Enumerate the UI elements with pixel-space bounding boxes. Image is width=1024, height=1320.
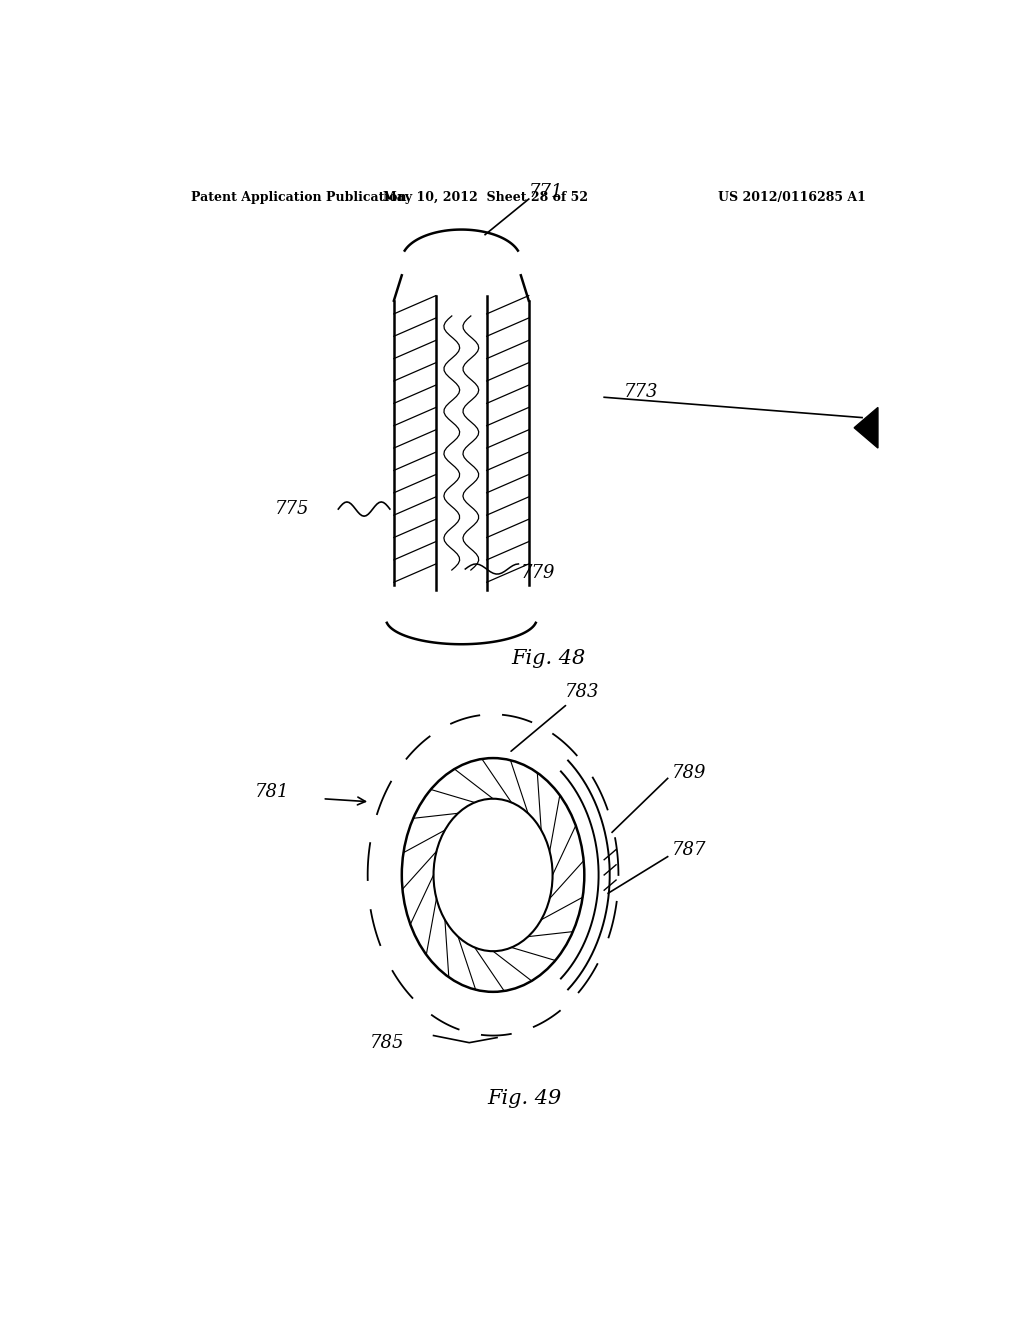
Text: Fig. 48: Fig. 48 bbox=[511, 649, 586, 668]
Text: Fig. 49: Fig. 49 bbox=[487, 1089, 562, 1107]
Text: 787: 787 bbox=[672, 841, 707, 858]
Text: 783: 783 bbox=[511, 682, 599, 751]
Text: US 2012/0116285 A1: US 2012/0116285 A1 bbox=[718, 191, 866, 203]
Text: 775: 775 bbox=[274, 500, 309, 517]
Text: 781: 781 bbox=[255, 783, 290, 801]
Text: May 10, 2012  Sheet 28 of 52: May 10, 2012 Sheet 28 of 52 bbox=[383, 191, 588, 203]
Text: 789: 789 bbox=[672, 764, 707, 783]
Text: 785: 785 bbox=[370, 1034, 404, 1052]
Polygon shape bbox=[854, 408, 878, 447]
Text: 773: 773 bbox=[624, 383, 658, 401]
Text: 771: 771 bbox=[528, 183, 563, 201]
Text: 779: 779 bbox=[521, 564, 555, 582]
Text: Patent Application Publication: Patent Application Publication bbox=[191, 191, 407, 203]
